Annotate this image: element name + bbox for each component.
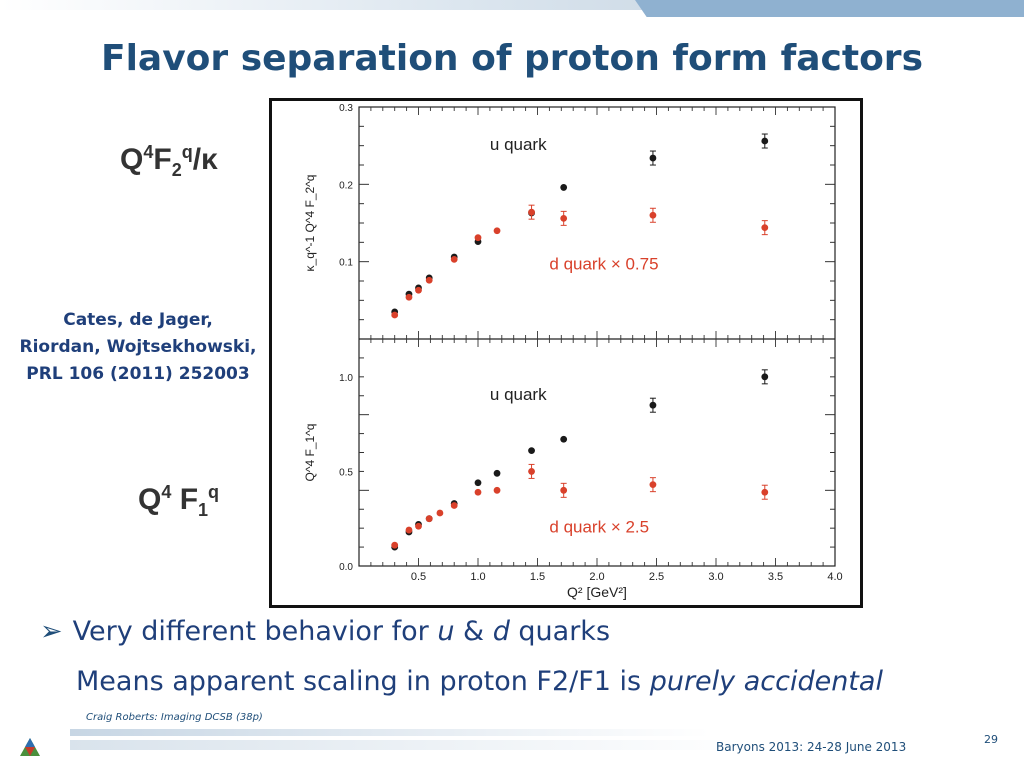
data-point [649,401,657,409]
page-number: 29 [984,733,998,746]
y-tick-label: 0.0 [339,562,353,573]
y-tick-label: 1.0 [339,373,353,384]
data-point [528,447,535,455]
bullet-text-pre: Very different behavior for [72,616,438,647]
label-top-exp: 4 [143,142,154,162]
data-point [560,486,568,494]
label-bottom-base: Q [138,483,162,516]
data-point [436,509,444,517]
data-point [405,293,413,301]
data-point [415,522,422,530]
conclusion-line: Means apparent scaling in proton F2/F1 i… [76,666,883,697]
label-bottom-mid: F [171,483,199,516]
top-banner-accent [635,0,1024,17]
institution-logo-icon [20,738,40,756]
footer-event: Baryons 2013: 24-28 June 2013 [716,740,907,754]
data-point [425,276,433,284]
data-point [761,137,769,145]
series-annotation: u quark [490,135,547,154]
data-point [405,526,413,534]
citation-line: Cates, de Jager, [63,310,213,330]
data-point [450,502,458,509]
citation-line: PRL 106 (2011) 252003 [26,364,250,384]
data-point [450,255,458,263]
bullet-point: ➢ Very different behavior for u & d quark… [40,616,610,647]
data-point [474,479,482,487]
data-point [649,481,657,489]
data-point [528,468,535,475]
conclusion-pre: Means apparent scaling in proton F2/F1 i… [76,666,650,697]
y-axis-label: κ_q^-1 Q^4 F_2^q [303,175,317,272]
top-banner-light [0,0,1024,10]
data-point [391,311,399,319]
y-axis-label: Q^4 F_1^q [303,424,317,482]
y-tick-label: 0.2 [339,180,353,191]
footer-rule [70,740,760,750]
series-annotation: d quark × 2.5 [549,517,649,536]
data-point [474,234,482,242]
label-top-tail: /κ [192,143,218,176]
slide-title: Flavor separation of proton form factors [100,38,923,79]
label-bottom-sub: 1 [198,500,209,520]
label-top-mid: F [153,143,172,176]
label-bottom-exp2: q [208,482,220,502]
x-axis-label: Q² [GeV²] [567,584,627,600]
series-annotation: d quark × 0.75 [549,255,658,274]
x-tick-label: 3.5 [768,571,783,583]
footer-rule [70,729,710,736]
data-point [761,224,769,232]
x-tick-label: 3.0 [708,571,723,583]
x-tick-label: 4.0 [827,571,842,583]
data-point [415,286,422,294]
series-annotation: u quark [490,385,547,404]
data-point [560,435,568,443]
y-tick-label: 0.1 [339,258,353,269]
x-tick-label: 2.5 [649,571,664,583]
y-tick-label: 0.3 [339,103,353,114]
conclusion-emphasis: purely accidental [649,666,883,697]
label-bottom-panel: Q4 F1q [138,482,219,521]
bullet-d: d [492,616,510,647]
data-point [493,469,501,477]
bullet-u: u [437,616,455,647]
arrow-bullet-icon: ➢ [40,616,63,647]
figure-frame: 0.1 0.2 0.3 κ_q^-1 Q^4 F_2^q u quark d quark … [269,98,863,608]
data-point [649,154,657,162]
label-bottom-exp: 4 [161,482,172,502]
data-point [761,373,769,381]
label-top-panel: Q4F2q/κ [120,142,218,181]
x-tick-label: 1.0 [470,571,485,583]
bullet-text-post: quarks [509,616,611,647]
x-tick-label: 2.0 [589,571,604,583]
data-point [528,208,535,216]
data-point [761,488,769,496]
x-tick-label: 0.5 [411,571,426,583]
data-point [560,184,568,191]
footer-credit: Craig Roberts: Imaging DCSB (38p) [86,712,263,723]
data-point [493,227,501,235]
data-point [391,541,399,549]
data-point [425,515,433,523]
data-point [493,486,501,494]
data-point [560,214,568,222]
label-top-exp2: q [181,142,193,162]
label-top-sub: 2 [171,160,182,180]
data-point [474,488,482,496]
bullet-amp: & [454,616,493,647]
citation: Cates, de Jager, Riordan, Wojtsekhowski,… [0,307,276,388]
label-top-base: Q [120,143,144,176]
data-point [649,211,657,219]
y-tick-label: 0.5 [339,467,353,478]
x-tick-label: 1.5 [530,571,545,583]
citation-line: Riordan, Wojtsekhowski, [19,337,257,357]
